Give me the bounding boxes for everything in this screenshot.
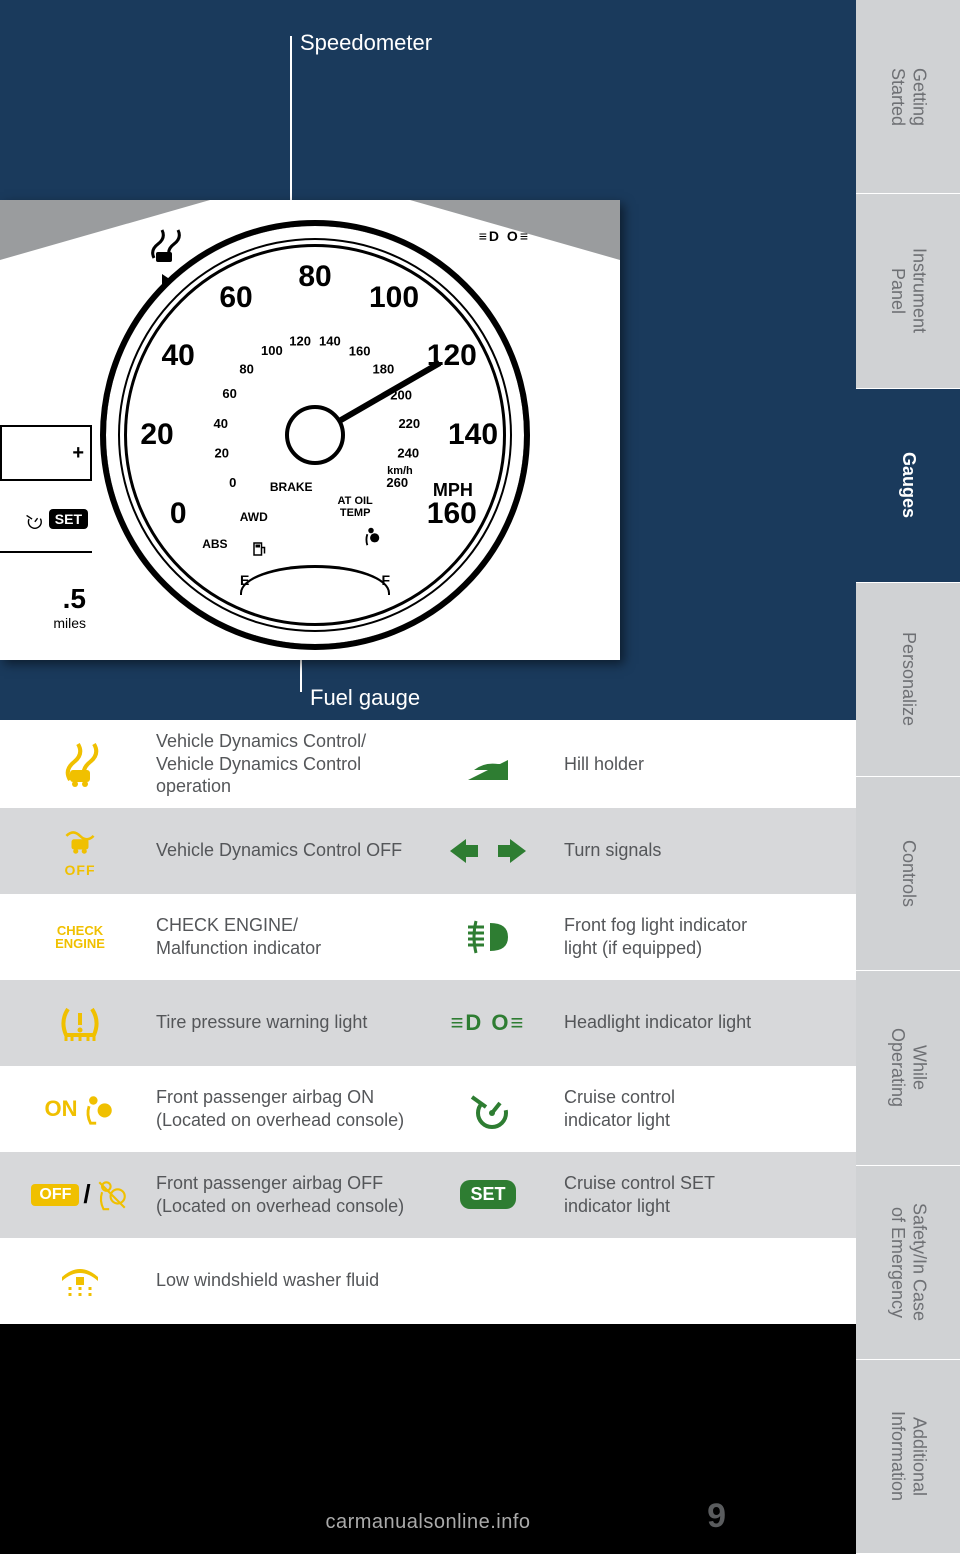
tab-safety-emergency[interactable]: Safety/In Case of Emergency: [856, 1166, 960, 1360]
legend-text: Headlight indicator light: [564, 1011, 751, 1034]
section-tabs: Getting Started Instrument Panel Gauges …: [856, 0, 960, 1554]
speedometer-hub: [285, 405, 345, 465]
tab-controls[interactable]: Controls: [856, 777, 960, 971]
legend-text: CHECK ENGINE/ Malfunction indicator: [156, 914, 321, 959]
legend-text: Front passenger airbag ON (Located on ov…: [156, 1086, 404, 1131]
cruise-icon: [464, 1085, 512, 1133]
tpms-icon: [56, 999, 104, 1047]
tab-personalize[interactable]: Personalize: [856, 583, 960, 777]
vdc-icon: [140, 222, 188, 270]
legend-text: Tire pressure warning light: [156, 1011, 367, 1034]
battery-indicator: +: [0, 425, 92, 481]
cruise-icon-mini: [22, 509, 44, 531]
fuel-gauge-callout: Fuel gauge: [310, 685, 420, 711]
fuel-arc: [240, 565, 390, 595]
legend-row: Vehicle Dynamics Control/ Vehicle Dynami…: [0, 720, 856, 808]
fog-light-icon: [464, 913, 512, 961]
mph-label: MPH: [433, 480, 473, 501]
airbag-on-icon: [82, 1092, 116, 1126]
off-text: OFF: [65, 862, 96, 878]
airbag-off-icon: [95, 1178, 129, 1212]
cruise-set-icon: SET: [460, 1180, 515, 1209]
legend-text: Low windshield washer fluid: [156, 1269, 379, 1292]
page-number: 9: [707, 1497, 726, 1536]
odometer-readout: .5 miles: [0, 551, 92, 631]
check-engine-icon: CHECK ENGINE: [55, 924, 105, 950]
legend-row: OFF Vehicle Dynamics Control OFF Turn si…: [0, 808, 856, 894]
tab-instrument-panel[interactable]: Instrument Panel: [856, 194, 960, 388]
at-oil-temp-label: AT OIL TEMP: [338, 495, 373, 519]
hill-holder-icon: [464, 740, 512, 788]
tab-additional-info[interactable]: Additional Information: [856, 1360, 960, 1554]
fuel-pump-icon: [251, 540, 269, 558]
legend-row: CHECK ENGINE CHECK ENGINE/ Malfunction i…: [0, 894, 856, 980]
legend-text: Vehicle Dynamics Control OFF: [156, 839, 402, 862]
tab-gauges[interactable]: Gauges: [856, 389, 960, 583]
legend-text: Hill holder: [564, 753, 644, 776]
legend-text: Front passenger airbag OFF (Located on o…: [156, 1172, 404, 1217]
legend-text: Cruise control indicator light: [564, 1086, 675, 1131]
legend-row: ON Front passenger airbag ON (Located on…: [0, 1066, 856, 1152]
speedometer: 0 20 40 60 80 100 120 140 160 0 20 40 60: [100, 220, 530, 650]
legend-row: OFF / Front passenger airbag OFF (Locate…: [0, 1152, 856, 1238]
on-text-icon: ON: [45, 1096, 78, 1122]
legend-text: Front fog light indicator light (if equi…: [564, 914, 747, 959]
vdc-off-icon: [59, 824, 101, 858]
tab-while-operating[interactable]: While Operating: [856, 971, 960, 1165]
gauge-diagram: Speedometer Fuel gauge ≡D O≡: [0, 0, 856, 720]
washer-fluid-icon: [56, 1257, 104, 1305]
legend-text: Vehicle Dynamics Control/ Vehicle Dynami…: [156, 730, 366, 798]
watermark: carmanualsonline.info: [325, 1511, 530, 1534]
tab-getting-started[interactable]: Getting Started: [856, 0, 960, 194]
slash: /: [83, 1179, 90, 1210]
odometer-cluster: + SET .5 miles: [0, 425, 92, 631]
awd-label: AWD: [240, 510, 268, 524]
gauge-panel: ≡D O≡ + SET .5: [0, 200, 620, 660]
off-badge-icon: OFF: [31, 1184, 79, 1206]
legend-row: Tire pressure warning light ≡D O≡ Headli…: [0, 980, 856, 1066]
turn-signals-icon: [448, 835, 528, 867]
abs-label: ABS: [202, 537, 227, 551]
legend-text: Cruise control SET indicator light: [564, 1172, 715, 1217]
speedometer-face: 0 20 40 60 80 100 120 140 160 0 20 40 60: [124, 244, 506, 626]
headlight-small-icon: ≡D O≡: [479, 228, 530, 244]
headlight-icon: ≡D O≡: [451, 1010, 526, 1036]
legend-text: Turn signals: [564, 839, 661, 862]
fuel-gauge: [240, 565, 390, 595]
speedometer-callout: Speedometer: [300, 30, 432, 56]
legend-row: Low windshield washer fluid: [0, 1238, 856, 1324]
brake-label: BRAKE: [270, 480, 313, 494]
vdc-icon: [56, 740, 104, 788]
kmh-label: km/h: [387, 465, 413, 477]
cruise-set-mini: SET: [0, 509, 92, 531]
indicator-legend: Vehicle Dynamics Control/ Vehicle Dynami…: [0, 720, 856, 1324]
airbag-icon: [360, 525, 382, 547]
